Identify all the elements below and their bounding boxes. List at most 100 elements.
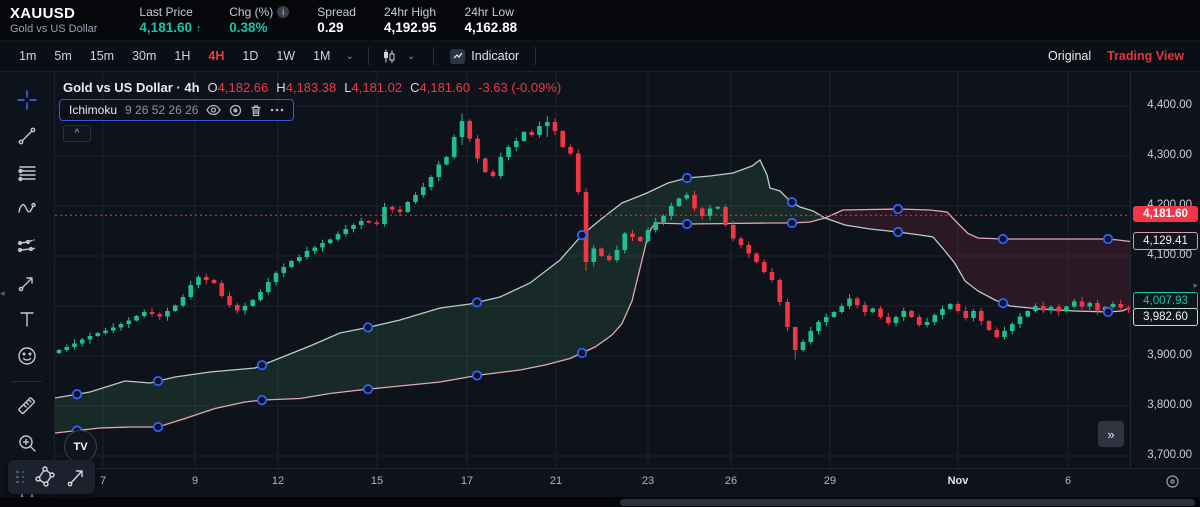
indicator-button-label: Indicator xyxy=(471,49,520,63)
floating-drawing-bar xyxy=(8,460,95,494)
price-axis[interactable]: 4,400.00 4,300.00 4,200.00 4,100.00 3,900.00… xyxy=(1130,72,1200,468)
time-axis-label: 12 xyxy=(271,475,285,487)
symbol-block: XAUUSD Gold vs US Dollar xyxy=(10,5,97,35)
bullish-cloud xyxy=(55,160,825,433)
legend-collapse-button[interactable]: ^ xyxy=(63,125,91,142)
timeframe-30m[interactable]: 30m xyxy=(132,49,157,63)
stat-spread: Spread 0.29 xyxy=(317,5,356,35)
ohlc-change: -3.63 (-0.09%) xyxy=(478,80,562,95)
stat-24h-high-label: 24hr High xyxy=(383,5,436,19)
horizontal-scrollbar xyxy=(0,497,1200,507)
time-axis-label: 6 xyxy=(1064,475,1072,487)
ichimoku-cloud xyxy=(55,158,1130,434)
delete-icon[interactable] xyxy=(250,104,262,117)
axis-settings-icon[interactable] xyxy=(1165,474,1180,489)
grid-lines xyxy=(55,72,1130,468)
time-axis-label: 7 xyxy=(99,475,107,487)
timeframe-1m-month[interactable]: 1M xyxy=(313,49,331,63)
price-axis-label: 3,700.00 xyxy=(1147,449,1192,461)
time-axis-label: Nov xyxy=(947,475,969,487)
ichimoku-name: Ichimoku xyxy=(69,103,118,117)
time-axis-label: 17 xyxy=(460,475,474,487)
price-up-arrow-icon: ↑ xyxy=(195,23,202,35)
stat-24h-high: 24hr High 4,192.95 xyxy=(384,5,437,35)
symbol-description: Gold vs US Dollar xyxy=(10,23,98,35)
chart-area: Gold vs US Dollar · 4h O4,182.66 H4,183.… xyxy=(55,72,1200,507)
zoom-in-tool[interactable] xyxy=(12,429,42,457)
price-chart[interactable] xyxy=(55,72,1130,468)
timeframe-1m[interactable]: 1m xyxy=(19,49,37,63)
settings-icon[interactable] xyxy=(229,104,242,117)
trend-line-tool[interactable] xyxy=(12,123,42,151)
stat-24h-low-label: 24hr Low xyxy=(464,5,514,19)
ichimoku-legend[interactable]: Ichimoku 9 26 52 26 26 xyxy=(59,99,295,121)
wave-pattern-tool[interactable] xyxy=(12,196,42,224)
visibility-eye-icon[interactable] xyxy=(206,104,222,116)
time-axis-label: 26 xyxy=(724,475,738,487)
info-icon[interactable]: i xyxy=(277,6,290,18)
price-axis-label: 4,300.00 xyxy=(1147,149,1192,161)
senkou-span-b-line xyxy=(55,208,1130,434)
stat-spread-label: Spread xyxy=(317,5,356,19)
price-axis-label: 3,900.00 xyxy=(1147,349,1192,361)
ichimoku-params: 9 26 52 26 26 xyxy=(125,103,199,117)
timeframe-chevron-down-icon[interactable]: ⌄ xyxy=(345,50,354,62)
toolbar-divider xyxy=(433,47,435,65)
timeframe-1h[interactable]: 1H xyxy=(174,49,191,63)
indicator-button[interactable]: Indicator xyxy=(442,46,527,67)
chart-type-selector[interactable]: ⌄ xyxy=(377,46,425,66)
stat-24h-high-value: 4,192.95 xyxy=(383,20,437,35)
arrow-tool-icon[interactable] xyxy=(65,466,87,488)
arrow-tool[interactable] xyxy=(12,269,42,297)
drawing-toolbar xyxy=(0,72,55,507)
stat-24h-low: 24hr Low 4,162.88 xyxy=(465,5,518,35)
toolbar-divider xyxy=(535,47,537,65)
timeframe-1w[interactable]: 1W xyxy=(276,49,296,63)
emoji-tool[interactable] xyxy=(12,342,42,370)
timeframe-1d[interactable]: 1D xyxy=(242,49,259,63)
crosshair-tool[interactable] xyxy=(12,86,42,114)
tab-original[interactable]: Original xyxy=(1048,49,1092,63)
jump-to-latest-button[interactable]: » xyxy=(1098,421,1124,447)
drag-handle[interactable] xyxy=(16,470,25,484)
time-axis-label: 29 xyxy=(823,475,837,487)
pink-price-badge: 4,129.41 xyxy=(1133,232,1198,251)
bearish-cloud xyxy=(825,209,1130,312)
chart-title: Gold vs US Dollar · 4h xyxy=(63,80,200,95)
timeframe-4h[interactable]: 4H xyxy=(208,49,225,63)
text-tool[interactable] xyxy=(12,305,42,333)
panel-collapse-left-icon[interactable]: ◂ xyxy=(0,288,5,298)
time-axis[interactable]: 7 9 12 15 17 21 23 26 29 Nov 6 xyxy=(55,468,1200,495)
toolbar-divider xyxy=(367,47,369,65)
panel-expand-right-icon[interactable]: ▸ xyxy=(1193,280,1198,290)
toolbar-divider xyxy=(12,380,42,382)
polygon-tool-icon[interactable] xyxy=(33,465,57,489)
price-axis-label: 4,100.00 xyxy=(1147,249,1192,261)
time-axis-label: 23 xyxy=(641,475,655,487)
timeframe-15m[interactable]: 15m xyxy=(89,49,115,63)
tradingview-logo[interactable]: TV xyxy=(64,430,97,463)
last-price-badge: 4,181.60 xyxy=(1133,206,1198,223)
indicator-icon xyxy=(450,48,466,64)
stat-last-price: Last Price 4,181.60 ↑ xyxy=(139,5,201,35)
position-tool[interactable] xyxy=(12,232,42,260)
stat-24h-low-value: 4,162.88 xyxy=(464,20,518,35)
scrollbar-handle[interactable] xyxy=(620,498,1195,506)
senkou-span-a-line xyxy=(55,158,1130,399)
span-markers xyxy=(71,172,1114,436)
tab-tradingview[interactable]: Trading View xyxy=(1107,49,1184,63)
stat-last-price-value: 4,181.60 xyxy=(139,20,192,35)
stat-change: Chg (%) i 0.38% xyxy=(229,5,290,35)
fib-retracement-tool[interactable] xyxy=(12,159,42,187)
ohlc-close: C4,181.60 xyxy=(410,80,471,95)
candlestick-layer xyxy=(56,113,1130,360)
more-options-icon[interactable] xyxy=(270,108,284,112)
timeframe-5m[interactable]: 5m xyxy=(54,49,72,63)
time-axis-label: 15 xyxy=(370,475,384,487)
ohlc-open: O4,182.66 xyxy=(207,80,269,95)
ruler-tool[interactable] xyxy=(12,392,42,420)
price-axis-label: 4,400.00 xyxy=(1147,99,1192,111)
stat-last-price-label: Last Price xyxy=(139,5,193,19)
price-axis-label: 3,800.00 xyxy=(1147,399,1192,411)
